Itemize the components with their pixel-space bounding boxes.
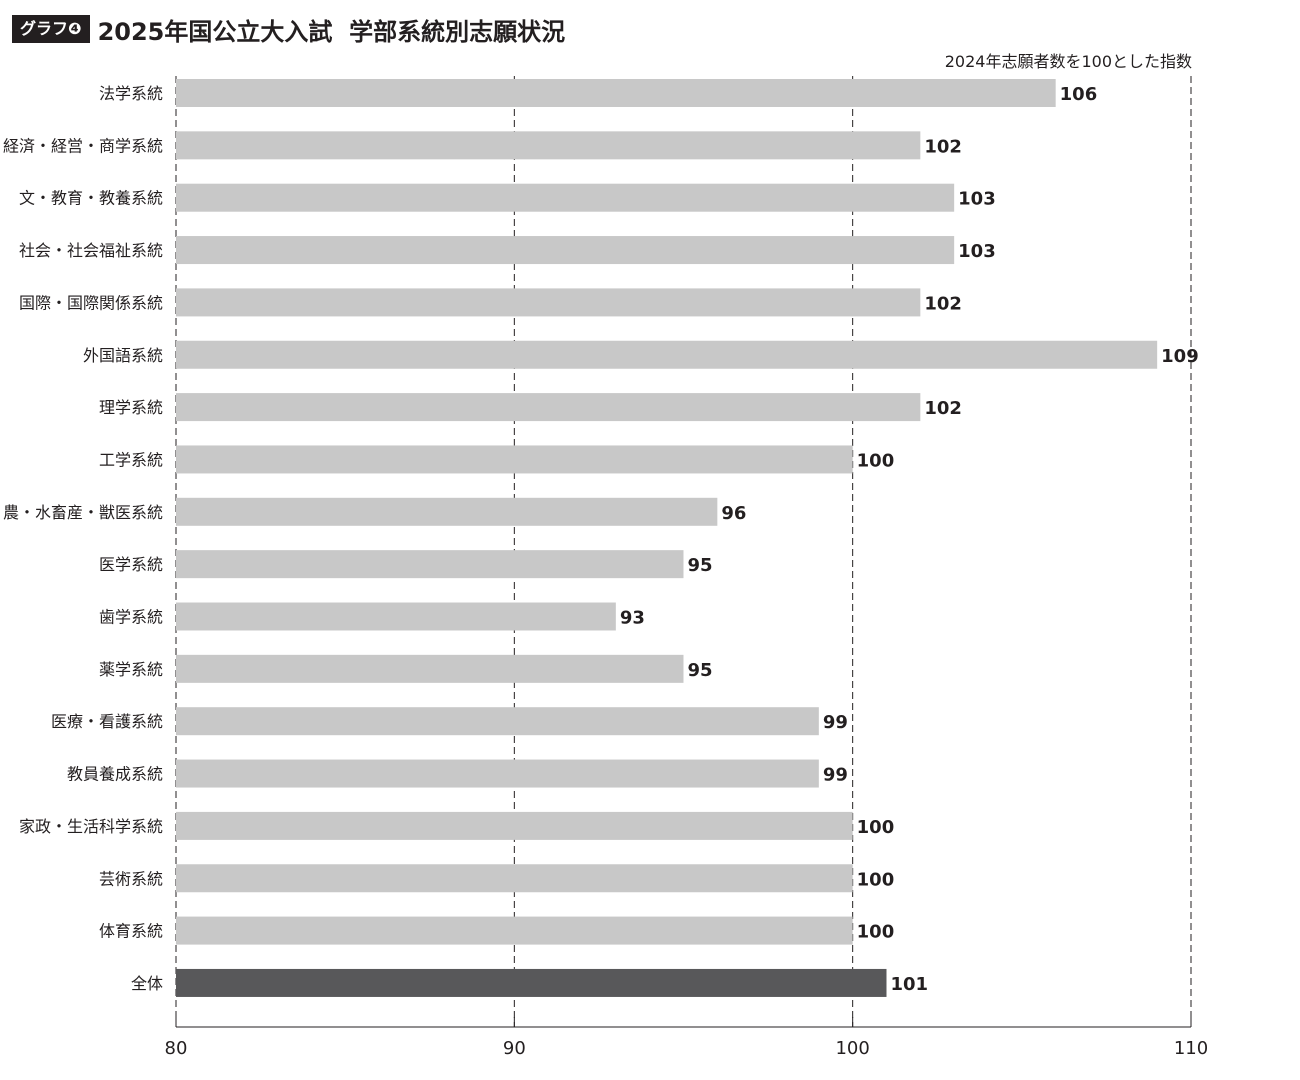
category-label: 外国語系統 xyxy=(83,346,163,365)
value-label: 106 xyxy=(1060,84,1098,105)
value-label: 96 xyxy=(721,503,746,524)
category-label: 経済・経営・商学系統 xyxy=(3,136,163,155)
bar xyxy=(176,602,616,631)
bar xyxy=(176,131,921,160)
bar xyxy=(176,654,684,683)
category-label: 薬学系統 xyxy=(99,660,163,679)
bar xyxy=(176,445,853,474)
graph-number-badge: グラフ❹ xyxy=(12,15,90,43)
value-label: 100 xyxy=(857,869,895,890)
value-label: 100 xyxy=(857,450,895,471)
bar xyxy=(176,864,853,893)
x-tick-label: 80 xyxy=(165,1038,188,1059)
category-label: 家政・生活科学系統 xyxy=(19,817,163,836)
value-label: 100 xyxy=(857,817,895,838)
category-label: 体育系統 xyxy=(99,922,163,941)
value-label: 101 xyxy=(891,974,929,995)
value-label: 93 xyxy=(620,608,645,629)
category-label: 全体 xyxy=(131,974,163,993)
bar xyxy=(176,916,853,945)
chart-title: 2025年国公立大入試 学部系統別志願状況 xyxy=(97,17,566,46)
bar xyxy=(176,550,684,579)
x-tick-label: 100 xyxy=(835,1038,869,1059)
category-label: 歯学系統 xyxy=(99,608,163,627)
category-label: 国際・国際関係系統 xyxy=(19,293,163,312)
category-label: 工学系統 xyxy=(99,450,163,469)
category-label: 教員養成系統 xyxy=(67,765,163,784)
bar xyxy=(176,236,955,265)
bar xyxy=(176,340,1158,369)
value-label: 99 xyxy=(823,712,848,733)
value-label: 103 xyxy=(958,241,996,262)
value-label: 102 xyxy=(924,293,962,314)
category-label: 理学系統 xyxy=(99,398,163,417)
value-label: 95 xyxy=(688,660,713,681)
category-label: 医学系統 xyxy=(99,555,163,574)
value-label: 103 xyxy=(958,189,996,210)
category-label: 医療・看護系統 xyxy=(51,712,163,731)
value-label: 102 xyxy=(924,398,962,419)
bar xyxy=(176,811,853,840)
bar xyxy=(176,393,921,422)
unit-note: 2024年志願者数を100とした指数 xyxy=(944,52,1192,71)
chart-header: グラフ❹ 2025年国公立大入試 学部系統別志願状況 xyxy=(12,12,565,46)
x-tick-label: 110 xyxy=(1174,1038,1208,1059)
category-label: 社会・社会福祉系統 xyxy=(19,241,163,260)
bar xyxy=(176,183,955,212)
bar xyxy=(176,968,887,997)
bar xyxy=(176,288,921,317)
category-label: 文・教育・教養系統 xyxy=(19,189,163,208)
bar xyxy=(176,707,819,736)
category-label: 芸術系統 xyxy=(99,869,163,888)
bar xyxy=(176,497,718,526)
x-tick-label: 90 xyxy=(503,1038,526,1059)
bar xyxy=(176,759,819,788)
value-label: 102 xyxy=(924,136,962,157)
bar xyxy=(176,79,1056,107)
category-label: 法学系統 xyxy=(99,84,163,103)
value-label: 99 xyxy=(823,765,848,786)
value-label: 95 xyxy=(688,555,713,576)
value-label: 100 xyxy=(857,922,895,943)
value-label: 109 xyxy=(1161,346,1199,367)
category-label: 農・水畜産・獣医系統 xyxy=(3,503,163,522)
